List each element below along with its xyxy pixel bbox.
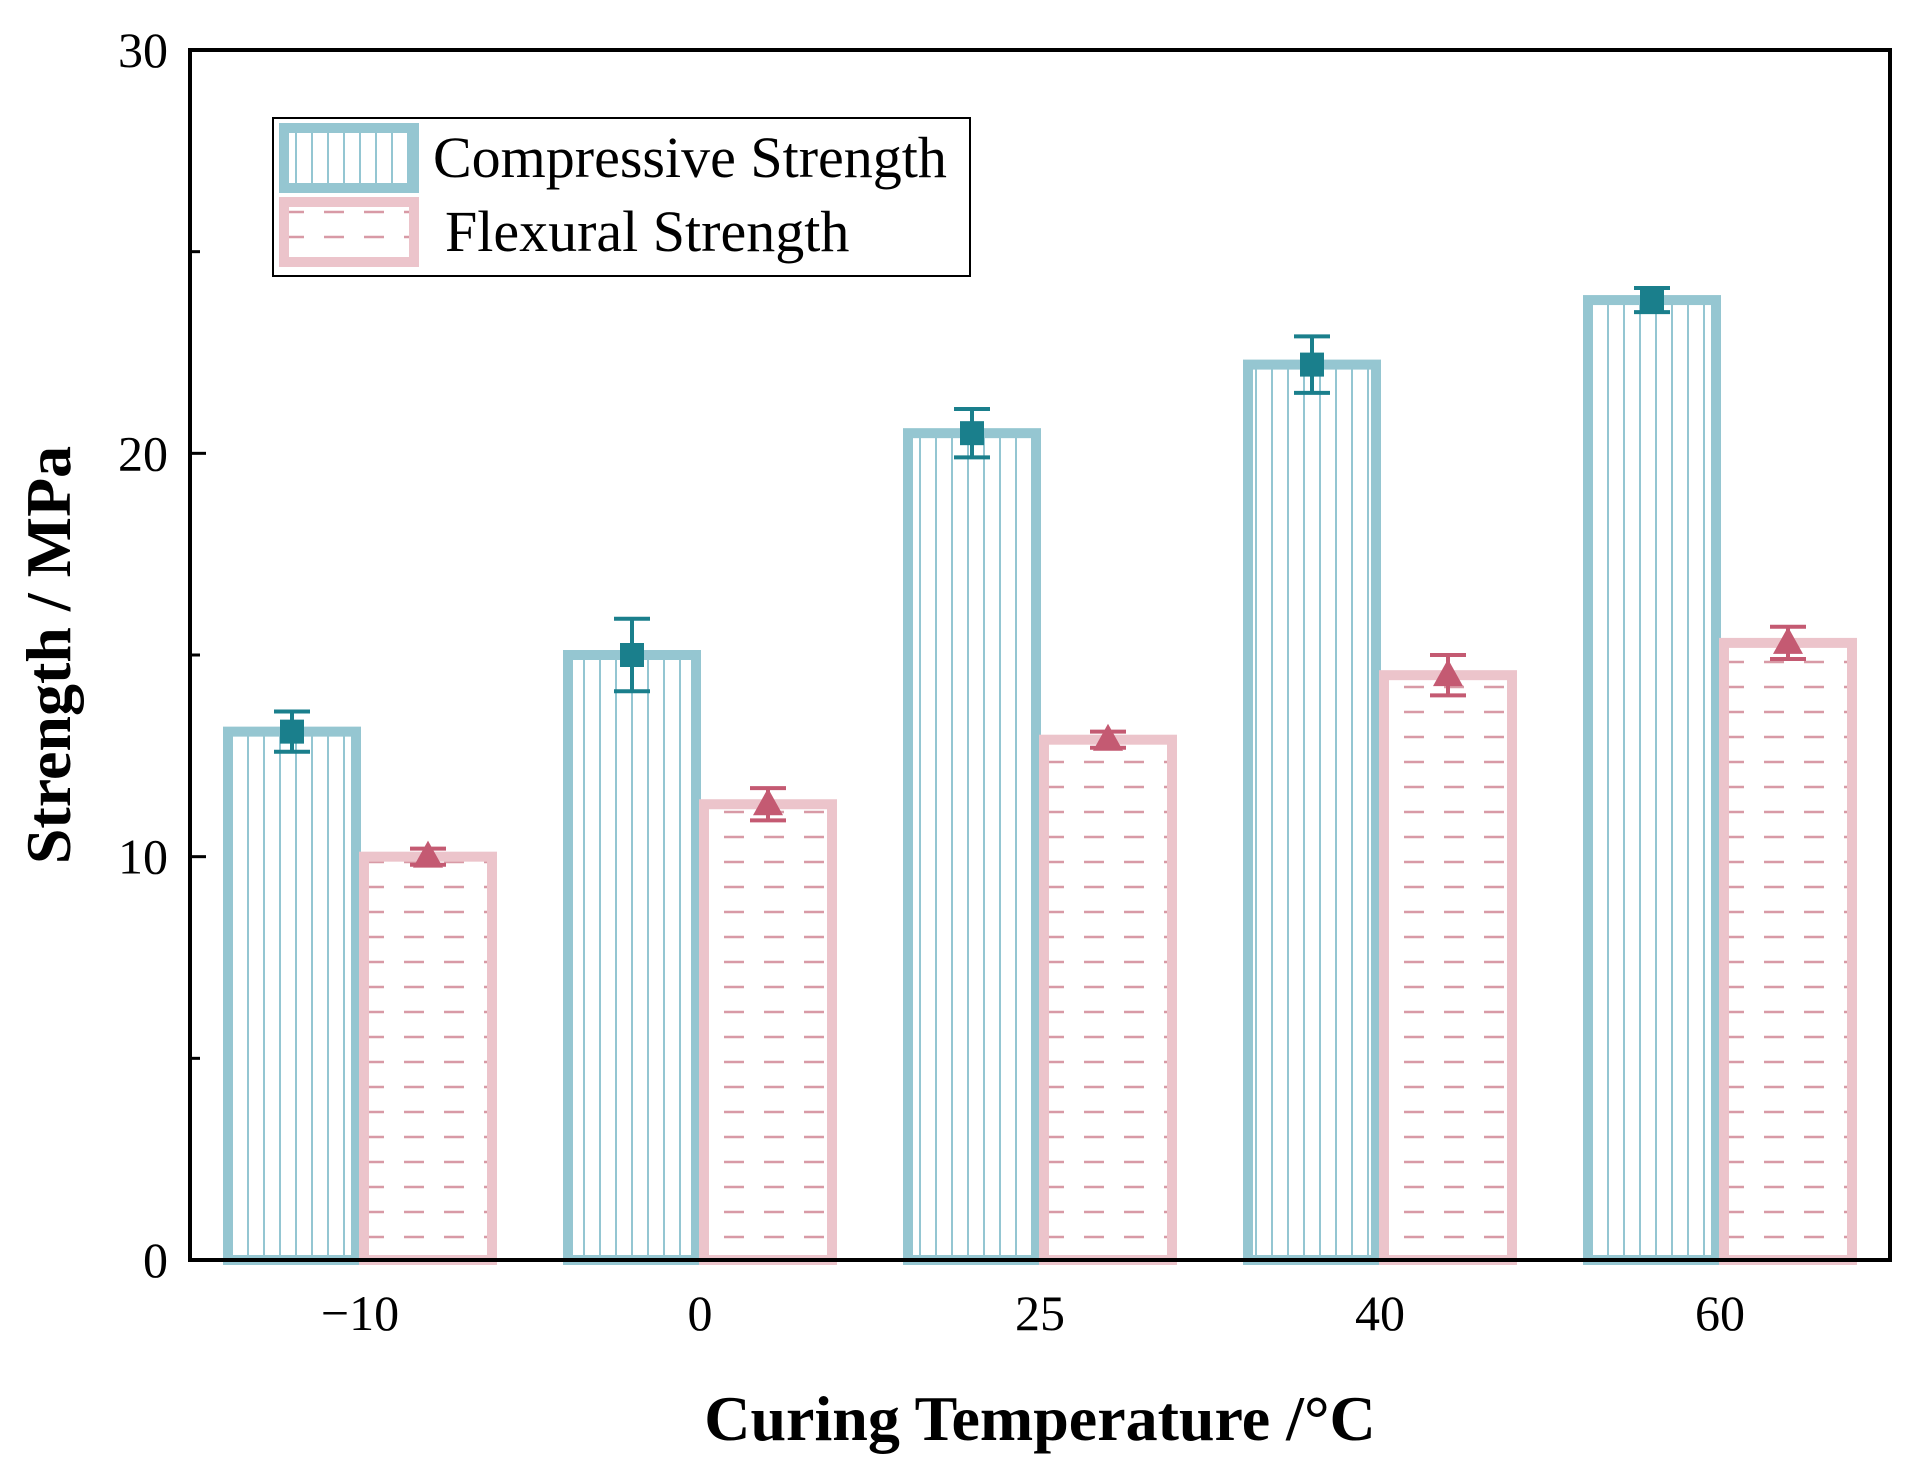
- y-axis-title: Strength / MPa: [13, 446, 84, 864]
- x-tick-label-3: 40: [1355, 1285, 1405, 1341]
- axes-layer: −10 0 25 40 60 0 10 20 30: [118, 22, 1892, 1341]
- bar-compressive-0: [223, 726, 361, 1265]
- bar-flexural-2: [1039, 734, 1177, 1265]
- marker-square-0: [280, 719, 304, 744]
- legend-label-compressive: Compressive Strength: [433, 125, 947, 190]
- legend-swatch-flexural: [279, 197, 419, 267]
- x-tick-label-2: 25: [1015, 1285, 1065, 1341]
- y-tick-label-0: 0: [143, 1232, 168, 1288]
- marker-square-4: [1640, 288, 1664, 313]
- bar-compressive-1: [563, 650, 701, 1265]
- y-tick-label-1: 10: [118, 829, 168, 885]
- marker-triangle-2: [1093, 723, 1123, 751]
- bar-compressive-2: [903, 428, 1041, 1265]
- x-tick-label-0: −10: [321, 1285, 399, 1341]
- error-bars-layer: [274, 285, 1806, 868]
- bar-compressive-4: [1583, 295, 1721, 1266]
- bar-flexural-1: [699, 799, 837, 1265]
- marker-triangle-0: [413, 840, 443, 868]
- marker-square-3: [1300, 352, 1324, 377]
- bar-flexural-0: [359, 851, 497, 1266]
- x-tick-label-1: 0: [688, 1285, 713, 1341]
- x-tick-label-4: 60: [1695, 1285, 1745, 1341]
- marker-square-2: [960, 421, 984, 446]
- bar-flexural-3: [1379, 670, 1517, 1265]
- marker-triangle-3: [1433, 659, 1463, 687]
- legend-swatch-compressive: [279, 123, 419, 193]
- y-tick-label-2: 20: [118, 425, 168, 481]
- legend-label-flexural: Flexural Strength: [445, 199, 849, 264]
- y-tick-label-3: 30: [118, 22, 168, 78]
- bars-layer: [223, 295, 1857, 1266]
- x-axis-title: Curing Temperature /°C: [704, 1383, 1376, 1454]
- marker-triangle-1: [753, 788, 783, 816]
- legend: Compressive Strength Flexural Strength: [272, 117, 971, 277]
- bar-flexural-4: [1719, 637, 1857, 1265]
- bar-compressive-3: [1243, 359, 1381, 1266]
- marker-triangle-4: [1773, 626, 1803, 654]
- marker-square-1: [620, 643, 644, 667]
